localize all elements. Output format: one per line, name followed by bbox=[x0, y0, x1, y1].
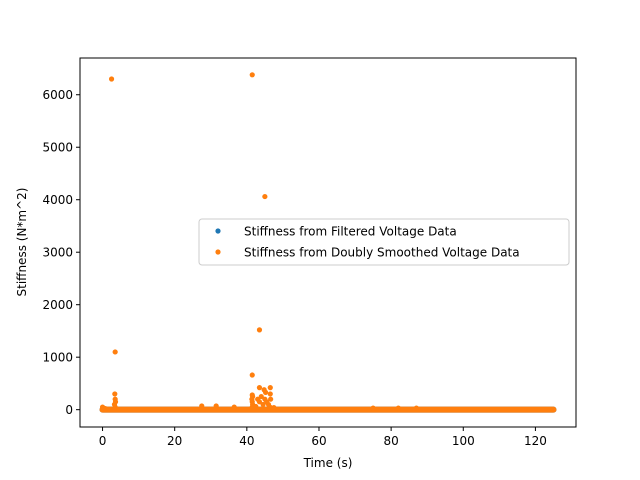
x-axis-label: Time (s) bbox=[303, 456, 353, 470]
legend-label-smoothed: Stiffness from Doubly Smoothed Voltage D… bbox=[244, 246, 520, 260]
x-tick-label: 40 bbox=[239, 434, 254, 448]
x-tick-label: 60 bbox=[311, 434, 326, 448]
x-tick-label: 120 bbox=[524, 434, 547, 448]
series-1-point-14 bbox=[262, 194, 267, 199]
x-axis: 0 20 40 60 80 100 120 bbox=[99, 427, 547, 448]
legend-marker-smoothed bbox=[215, 249, 220, 254]
y-tick-label: 2000 bbox=[42, 298, 73, 312]
x-tick-label: 80 bbox=[383, 434, 398, 448]
series-1-point-37 bbox=[253, 404, 258, 409]
series-1-point-10 bbox=[199, 403, 204, 408]
series-1-point-17 bbox=[257, 385, 262, 390]
series-1-point-0 bbox=[109, 76, 114, 81]
y-tick-label: 5000 bbox=[42, 141, 73, 155]
series-1-point-9 bbox=[103, 406, 108, 411]
legend: Stiffness from Filtered Voltage Data Sti… bbox=[199, 219, 569, 265]
y-axis-label: Stiffness (N*m^2) bbox=[15, 188, 29, 297]
series-1-point-20 bbox=[263, 390, 268, 395]
series-1-point-2 bbox=[112, 391, 117, 396]
series-1-point-13 bbox=[250, 72, 255, 77]
x-tick-label: 0 bbox=[99, 434, 107, 448]
series-1-point-34 bbox=[268, 391, 273, 396]
y-tick-label: 0 bbox=[65, 403, 73, 417]
y-axis: 0 1000 2000 3000 4000 5000 6000 bbox=[42, 88, 80, 417]
series-1-point-39 bbox=[370, 406, 375, 411]
series-1-point-1 bbox=[113, 349, 118, 354]
legend-label-filtered: Stiffness from Filtered Voltage Data bbox=[244, 225, 457, 239]
y-tick-label: 1000 bbox=[42, 351, 73, 365]
y-tick-label: 3000 bbox=[42, 246, 73, 260]
series-1-point-35 bbox=[268, 397, 273, 402]
y-tick-label: 6000 bbox=[42, 88, 73, 102]
series-1-point-40 bbox=[396, 406, 401, 411]
series-1-point-16 bbox=[250, 372, 255, 377]
series-1-point-41 bbox=[414, 406, 419, 411]
x-tick-label: 20 bbox=[167, 434, 182, 448]
series-1-point-12 bbox=[232, 404, 237, 409]
series-1-point-38 bbox=[271, 405, 276, 410]
x-tick-label: 100 bbox=[452, 434, 475, 448]
series-1-point-6 bbox=[113, 404, 118, 409]
series-1-point-18 bbox=[268, 385, 273, 390]
y-tick-label: 4000 bbox=[42, 193, 73, 207]
legend-marker-filtered bbox=[215, 228, 220, 233]
series-1-point-15 bbox=[257, 327, 262, 332]
series-1-point-11 bbox=[214, 403, 219, 408]
